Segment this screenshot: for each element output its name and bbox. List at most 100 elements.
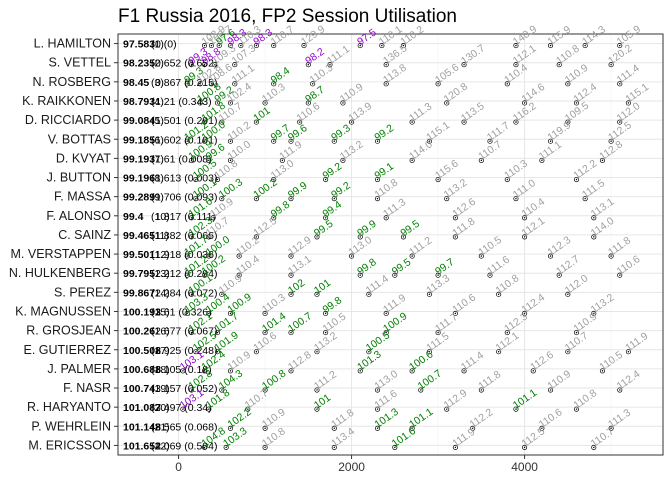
- lap-point: [219, 291, 225, 297]
- lap-point-center: [385, 83, 387, 85]
- lap-point-center: [497, 351, 500, 353]
- rank-label: (2): [151, 58, 164, 70]
- lap-point: [487, 138, 493, 144]
- driver-name-label: F. MASSA: [54, 190, 112, 204]
- rank-label: (7): [151, 153, 164, 165]
- lap-point-center: [255, 351, 258, 353]
- lap-point-center: [238, 274, 240, 276]
- lap-point: [323, 310, 329, 317]
- rank-label: (10): [151, 211, 170, 223]
- lap-point-center: [394, 274, 396, 276]
- best-lap-label: 100.508: [123, 345, 161, 357]
- lap-point: [426, 291, 432, 297]
- lap-point: [357, 43, 363, 49]
- lap-point: [556, 62, 562, 68]
- lap-point: [547, 138, 554, 144]
- lap-point: [245, 406, 251, 412]
- lap-point: [262, 100, 268, 106]
- lap-point-center: [575, 102, 578, 104]
- lap-point: [219, 119, 225, 125]
- lap-point: [435, 81, 441, 87]
- lap-point-center: [402, 44, 405, 47]
- lap-point: [314, 349, 320, 355]
- rank-label: (21): [151, 421, 170, 433]
- lap-point-center: [298, 121, 301, 123]
- lap-point: [513, 406, 519, 412]
- lap-point-center: [199, 102, 201, 104]
- lap-point-center: [394, 446, 396, 449]
- lap-point-center: [610, 64, 612, 66]
- lap-point-center: [549, 44, 552, 47]
- driver-name-label: C. SAINZ: [58, 228, 111, 242]
- lap-point: [331, 196, 337, 202]
- lap-point-center: [610, 427, 612, 429]
- plot-panel: [118, 34, 663, 455]
- lap-point: [188, 291, 195, 297]
- lap-point-center: [186, 255, 188, 257]
- lap-point: [236, 272, 242, 278]
- lap-point: [374, 387, 381, 393]
- lap-point-center: [221, 197, 223, 200]
- lap-point-center: [190, 64, 193, 66]
- delta-label: 1.882 (0.065): [155, 230, 217, 242]
- lap-point: [227, 43, 234, 49]
- lap-point: [262, 425, 268, 431]
- lap-point-center: [199, 83, 201, 85]
- lap-point-center: [324, 217, 327, 219]
- lap-point: [188, 62, 195, 68]
- lap-point: [288, 138, 294, 144]
- lap-point: [565, 81, 571, 87]
- lap-point-center: [567, 351, 569, 353]
- lap-point-center: [212, 217, 214, 219]
- lap-point-center: [402, 236, 405, 238]
- lap-point: [232, 81, 238, 87]
- lap-point-center: [229, 159, 232, 162]
- rank-label: (19): [151, 383, 170, 395]
- best-lap-label: 98.235: [123, 58, 155, 70]
- lap-point: [271, 176, 277, 183]
- lap-point: [331, 138, 337, 144]
- lap-point: [513, 196, 519, 202]
- lap-point: [461, 62, 467, 68]
- lap-point-center: [229, 44, 232, 47]
- lap-point: [310, 81, 316, 87]
- lap-point-center: [532, 370, 534, 372]
- lap-point: [323, 176, 329, 183]
- lap-point-center: [523, 236, 526, 238]
- lap-point: [522, 100, 528, 106]
- lap-point-center: [515, 44, 517, 47]
- lap-point-center: [290, 331, 292, 334]
- lap-point-center: [210, 83, 213, 85]
- rank-label: (13): [151, 268, 170, 280]
- lap-point-center: [216, 178, 219, 181]
- lap-point: [201, 119, 208, 125]
- lap-point: [409, 119, 415, 125]
- lap-point-center: [575, 178, 578, 181]
- lap-point-center: [208, 159, 210, 162]
- lap-point: [426, 349, 432, 355]
- lap-point: [530, 368, 536, 374]
- lap-point: [565, 349, 571, 355]
- lap-point-center: [454, 446, 457, 449]
- lap-point: [547, 253, 554, 259]
- lap-point-center: [333, 197, 335, 200]
- lap-point: [573, 100, 580, 106]
- lap-point: [374, 138, 381, 144]
- lap-point: [279, 157, 285, 163]
- lap-point: [262, 330, 268, 336]
- lap-point: [188, 215, 195, 221]
- lap-point: [573, 176, 580, 183]
- lap-point-center: [255, 236, 258, 238]
- lap-point: [409, 157, 415, 163]
- lap-point-center: [350, 255, 353, 257]
- lap-point-center: [411, 121, 413, 123]
- lap-point-center: [182, 408, 184, 410]
- lap-point-center: [376, 140, 379, 142]
- lap-point-center: [567, 83, 569, 85]
- lap-point-center: [290, 274, 292, 276]
- rank-label: (9): [151, 192, 164, 204]
- lap-point: [582, 43, 588, 49]
- lap-point: [206, 253, 212, 259]
- lap-point: [349, 119, 355, 125]
- lap-point: [513, 119, 519, 125]
